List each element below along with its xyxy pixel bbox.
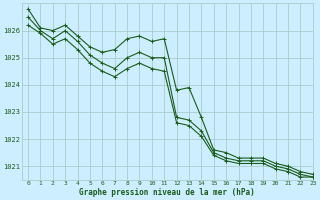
X-axis label: Graphe pression niveau de la mer (hPa): Graphe pression niveau de la mer (hPa) [79,188,255,197]
